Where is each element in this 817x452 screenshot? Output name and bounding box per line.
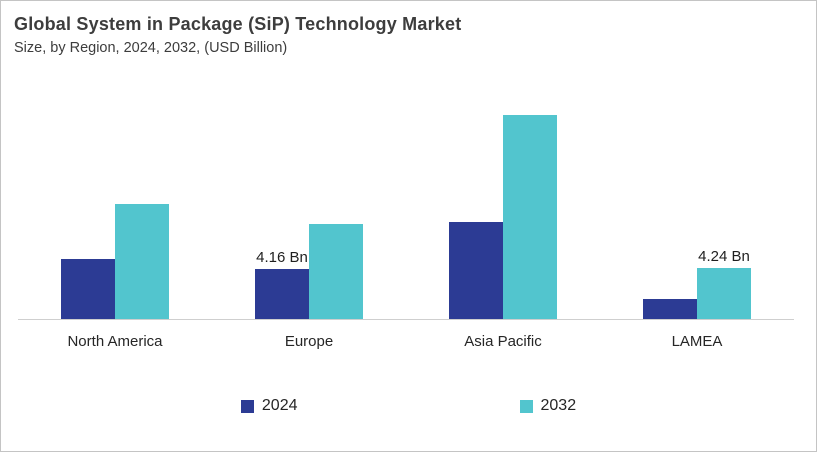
bar-2024-north-america xyxy=(61,259,115,319)
chart-title: Global System in Package (SiP) Technolog… xyxy=(14,14,462,34)
category-label-europe: Europe xyxy=(284,333,334,350)
plot-area: North America 4.16 Bn Europe Asia Pacific 4.… xyxy=(18,91,794,350)
bar-2032-north-america xyxy=(115,203,169,319)
category-group-europe: 4.16 Bn Europe xyxy=(255,91,363,350)
category-group-lamea: 4.24 Bn LAMEA xyxy=(643,91,751,350)
category-label-lamea: LAMEA xyxy=(671,333,723,350)
legend-swatch-icon xyxy=(240,399,254,413)
bar-2024-asia-pacific xyxy=(449,221,503,319)
legend-label: 2024 xyxy=(261,397,298,414)
chart-legend: 2024 2032 xyxy=(1,397,816,415)
legend-item-2032: 2032 xyxy=(519,397,577,415)
legend-item-2024: 2024 xyxy=(240,397,298,415)
bar-data-label: 4.24 Bn xyxy=(698,248,750,266)
bar-2024-lamea xyxy=(643,298,697,319)
chart-subtitle: Size, by Region, 2024, 2032, (USD Billio… xyxy=(14,40,288,56)
bar-data-label: 4.16 Bn xyxy=(256,249,308,267)
category-label-north-america: North America xyxy=(67,333,163,350)
bar-2024-europe: 4.16 Bn xyxy=(255,249,309,319)
category-group-asia-pacific: Asia Pacific xyxy=(449,91,557,350)
bar-2032-lamea: 4.24 Bn xyxy=(697,248,751,319)
legend-swatch-icon xyxy=(519,399,533,413)
bar-2032-europe xyxy=(309,224,363,319)
chart-header: Global System in Package (SiP) Technolog… xyxy=(14,14,461,56)
category-label-asia-pacific: Asia Pacific xyxy=(464,333,542,350)
bar-2032-asia-pacific xyxy=(503,115,557,319)
category-group-north-america: North America xyxy=(61,91,169,350)
legend-label: 2032 xyxy=(540,397,577,414)
